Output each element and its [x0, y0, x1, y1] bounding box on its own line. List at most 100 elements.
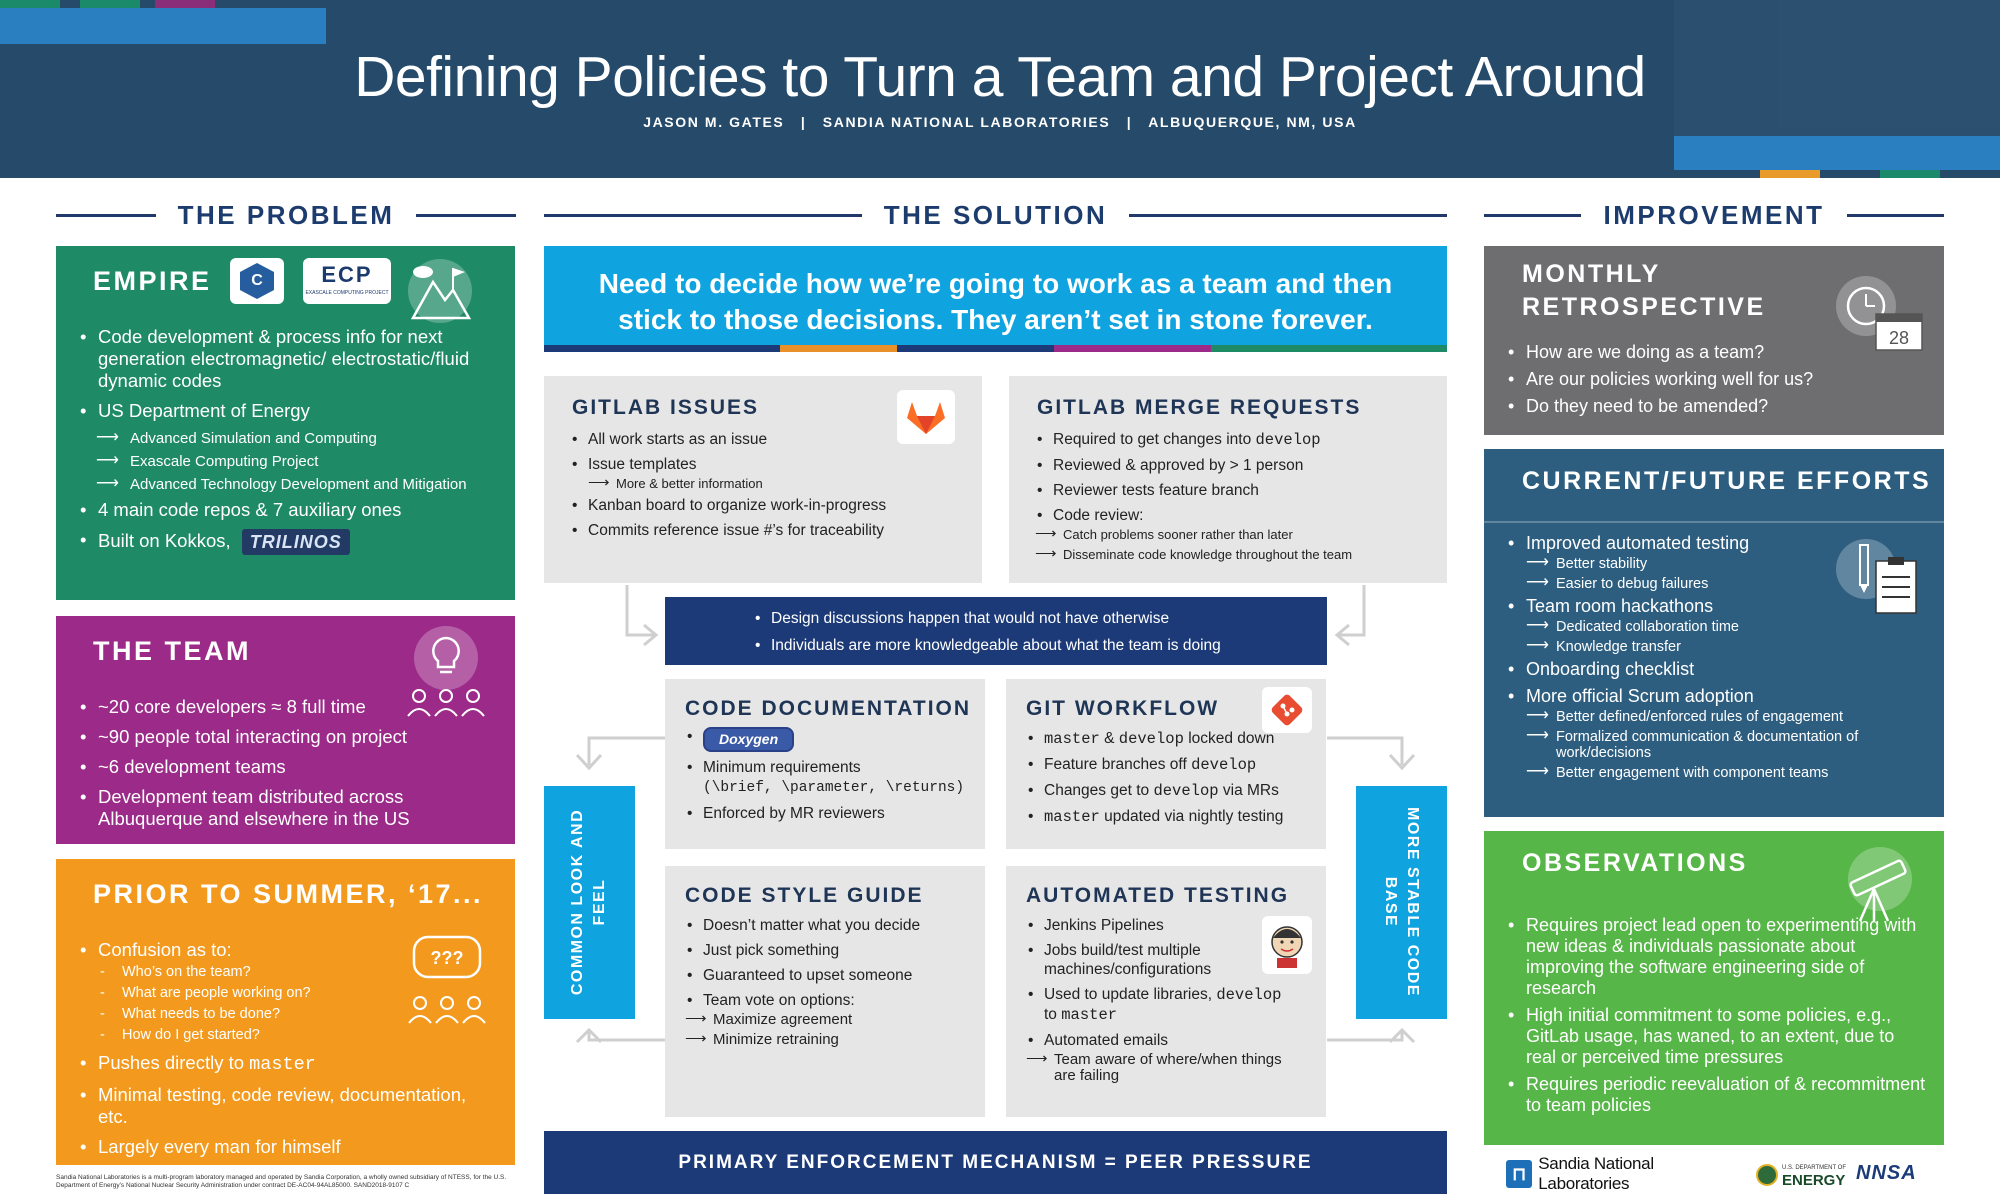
arrow-right-icon: ⟶ — [96, 452, 119, 469]
prior-item: Minimal testing, code review, documentat… — [78, 1084, 498, 1128]
empire-item: 4 main code repos & 7 auxiliary ones — [78, 499, 498, 521]
banner-color-strip — [544, 345, 1447, 352]
automated-testing-card: AUTOMATED TESTING Jenkins Pipelines Jobs… — [1006, 866, 1326, 1117]
doc-item: Enforced by MR reviewers — [685, 804, 980, 823]
prior-question: Who’s on the team? — [100, 964, 498, 981]
git-item-label: locked down — [1183, 730, 1275, 747]
code-master: master — [1044, 730, 1100, 748]
retro-item: Do they need to be amended? — [1506, 396, 1846, 417]
common-look-label: COMMON LOOK AND FEEL — [569, 808, 608, 996]
prior-item: Confusion as to: — [78, 939, 498, 961]
side-box-common-look: COMMON LOOK AND FEEL — [544, 786, 635, 1019]
doe-logo-text: U.S. DEPARTMENT OF ENERGY — [1782, 1163, 1846, 1188]
arrow-right-icon: ⟶ — [96, 429, 119, 446]
doe-seal-icon — [1756, 1164, 1778, 1186]
git-item-label: Feature branches off — [1044, 756, 1192, 773]
arrow-right-icon: ⟶ — [1035, 525, 1057, 542]
style-item: Just pick something — [685, 941, 980, 960]
mr-item: Required to get changes into develop — [1035, 430, 1440, 450]
git-item-label: & — [1099, 730, 1119, 747]
doxygen-logo: Doxygen — [703, 727, 795, 752]
section-header-problem: THE PROBLEM — [56, 198, 517, 232]
doe-logo-energy: ENERGY — [1782, 1171, 1846, 1189]
solution-banner-text: Need to decide how we’re going to work a… — [598, 268, 1393, 335]
section-header-solution: THE SOLUTION — [544, 198, 1447, 232]
empire-panel: EMPIRE C ECP EXASCALE COMPUTING PROJECT … — [56, 246, 515, 600]
mr-sub: ⟶ Disseminate code knowledge throughout t… — [1035, 546, 1440, 563]
ecp-logo: ECP EXASCALE COMPUTING PROJECT — [303, 258, 391, 304]
code-develop: develop — [1216, 986, 1282, 1004]
code-style-card: CODE STYLE GUIDE Doesn’t matter what you… — [665, 866, 985, 1117]
retrospective-title: MONTHLY RETROSPECTIVE — [1522, 260, 1766, 321]
doe-logo-small: U.S. DEPARTMENT OF — [1782, 1164, 1847, 1171]
style-sub: ⟶ Maximize agreement — [685, 1011, 980, 1028]
testing-item: Automated emails — [1026, 1031, 1261, 1050]
poster-subtitle: JASON M. GATES | SANDIA NATIONAL LABORAT… — [643, 114, 1357, 130]
efforts-sub: ⟶ Formalized communication & documentatio… — [1526, 727, 1926, 762]
header-stripe — [155, 0, 215, 8]
footnote: Sandia National Laboratories is a multi-… — [56, 1174, 507, 1189]
efforts-item: Improved automated testing — [1506, 533, 1926, 554]
clock-calendar-icon: 28 — [1836, 276, 1923, 351]
team-panel: THE TEAM ~20 core developers ≈ 8 full ti… — [56, 616, 515, 844]
trilinos-logo: TRILINOS — [241, 529, 350, 555]
sandia-logo-text: Sandia National Laboratories — [1538, 1154, 1654, 1193]
team-item: Development team distributed across Albu… — [78, 786, 478, 830]
testing-item: Jobs build/test multiple machines/config… — [1026, 941, 1261, 979]
empire-item: US Department of Energy — [78, 400, 498, 422]
prior-item: Largely every man for himself — [78, 1136, 498, 1158]
efforts-title: CURRENT/FUTURE EFFORTS — [1522, 467, 1932, 495]
doe-sub-item: ⟶ Exascale Computing Project — [96, 452, 498, 470]
testing-item-label: Used to update libraries, — [1044, 986, 1217, 1003]
style-item: Team vote on options: — [685, 991, 980, 1010]
style-sub: ⟶ Minimize retraining — [685, 1030, 980, 1048]
arrow-right-icon: ⟶ — [685, 1030, 707, 1047]
code-develop: develop — [1255, 431, 1321, 449]
code-documentation-card: CODE DOCUMENTATION Doxygen Minimum requi… — [665, 679, 985, 849]
team-item: ~90 people total interacting on project — [78, 726, 478, 748]
outcome-item: Individuals are more knowledgeable about… — [753, 636, 1313, 655]
ecp-logo-text: ECP — [321, 262, 373, 287]
flow-connectors — [575, 585, 1416, 1044]
nnsa-logo: NNSA — [1856, 1162, 1917, 1184]
doe-logo: U.S. DEPARTMENT OF ENERGY — [1756, 1160, 1846, 1190]
team-item: ~6 development teams — [78, 756, 478, 778]
efforts-sub: ⟶ Better stability — [1526, 554, 1926, 573]
efforts-panel: CURRENT/FUTURE EFFORTS Improved automate… — [1484, 449, 1944, 817]
git-logo — [1262, 687, 1312, 733]
retro-item: Are our policies working well for us? — [1506, 369, 1846, 390]
center-outcome-box: Design discussions happen that would not… — [665, 597, 1327, 665]
arrow-right-icon: ⟶ — [1526, 763, 1549, 780]
merge-requests-card: GITLAB MERGE REQUESTS Required to get ch… — [1009, 376, 1447, 583]
arrow-right-icon: ⟶ — [1526, 554, 1549, 571]
retro-item: How are we doing as a team? — [1506, 342, 1846, 363]
code-develop: develop — [1118, 730, 1184, 748]
solution-banner: Need to decide how we’re going to work a… — [544, 246, 1447, 352]
arrow-right-icon: ⟶ — [1526, 727, 1549, 744]
mr-sub-label: Disseminate code knowledge throughout th… — [1063, 547, 1353, 562]
code-documentation-title: CODE DOCUMENTATION — [685, 697, 972, 720]
gitlab-fox-icon — [907, 402, 945, 434]
sandia-thunderbird-icon: ⊓ — [1506, 1160, 1533, 1188]
merge-requests-title: GITLAB MERGE REQUESTS — [1037, 396, 1362, 419]
efforts-sub-label: Knowledge transfer — [1556, 639, 1681, 655]
prior-question: What needs to be done? — [100, 1006, 498, 1023]
jenkins-butler-icon — [1271, 926, 1303, 968]
code-master: master — [1044, 808, 1100, 826]
git-workflow-title: GIT WORKFLOW — [1026, 697, 1220, 720]
doc-item: Minimum requirements (\brief, \parameter,… — [685, 758, 980, 798]
header-stripe — [1674, 136, 2000, 170]
observation-item: Requires project lead open to experiment… — [1506, 915, 1926, 999]
observation-item: Requires periodic reevaluation of & reco… — [1506, 1074, 1926, 1116]
arrow-right-icon: ⟶ — [588, 474, 610, 491]
issues-item: All work starts as an issue — [570, 430, 970, 449]
testing-item: Jenkins Pipelines — [1026, 916, 1261, 935]
svg-text:28: 28 — [1889, 328, 1909, 348]
git-item-label: via MRs — [1218, 782, 1279, 799]
prior-panel: PRIOR TO SUMMER, ‘17... ??? Confusion as… — [56, 859, 515, 1165]
arrow-right-icon: ⟶ — [1026, 1050, 1048, 1067]
enforcement-bar: PRIMARY ENFORCEMENT MECHANISM = PEER PRE… — [544, 1131, 1447, 1194]
empire-item: Built on Kokkos, TRILINOS — [78, 529, 498, 555]
efforts-divider — [1484, 521, 1944, 523]
mr-item-label: Required to get changes into — [1053, 431, 1256, 448]
